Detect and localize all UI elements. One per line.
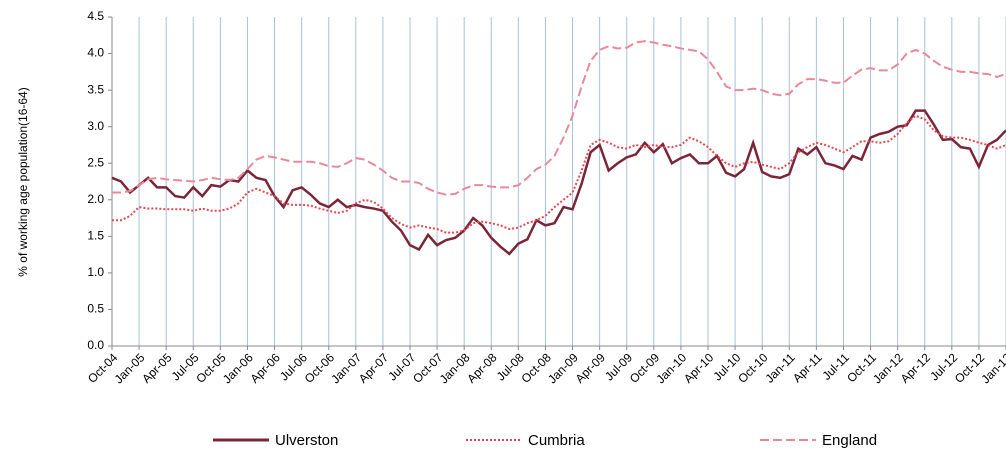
line-series — [112, 40, 1006, 196]
x-tick-label: Jan-09 — [545, 350, 581, 386]
y-tick-label: 2.0 — [87, 192, 104, 206]
x-tick-label: Jan-07 — [328, 350, 364, 386]
x-tick-label: Jan-12 — [870, 350, 906, 386]
legend-label: Ulverston — [275, 432, 338, 449]
y-tick-label: 4.0 — [87, 46, 104, 60]
x-tick-label: Apr-05 — [139, 350, 175, 386]
x-tick-label: Apr-08 — [464, 350, 500, 386]
line-series — [111, 109, 1006, 256]
x-tick-label: Apr-09 — [573, 350, 609, 386]
x-tick-label: Apr-10 — [681, 350, 717, 386]
line-series — [112, 114, 1006, 234]
x-tick-label: Apr-07 — [356, 350, 392, 386]
y-axis-label: % of working age population(16-64) — [16, 87, 30, 276]
x-tick-label: Apr-06 — [248, 350, 284, 386]
y-tick-label: 3.0 — [87, 119, 104, 133]
x-tick-label: Jan-10 — [653, 350, 689, 386]
x-tick-label: Apr-11 — [790, 350, 825, 385]
y-tick-label: 0.0 — [87, 338, 104, 352]
x-tick-label: Jan-05 — [112, 350, 148, 386]
x-tick-label: Jan-06 — [220, 350, 256, 386]
y-tick-label: 4.5 — [87, 9, 104, 23]
legend-label: England — [822, 432, 877, 449]
y-tick-label: 3.5 — [87, 82, 104, 96]
x-tick-label: Jan-08 — [437, 350, 473, 386]
x-tick-label: Oct-10 — [735, 350, 771, 386]
legend-label: Cumbria — [528, 432, 585, 449]
x-tick-label: Jan-11 — [762, 350, 797, 385]
x-tick-label: Jan-13 — [979, 350, 1006, 386]
y-tick-label: 1.0 — [87, 265, 104, 279]
y-tick-label: 0.5 — [87, 302, 104, 316]
y-tick-label: 1.5 — [87, 229, 104, 243]
x-tick-label: Apr-12 — [898, 350, 934, 386]
y-tick-label: 2.5 — [87, 155, 104, 169]
